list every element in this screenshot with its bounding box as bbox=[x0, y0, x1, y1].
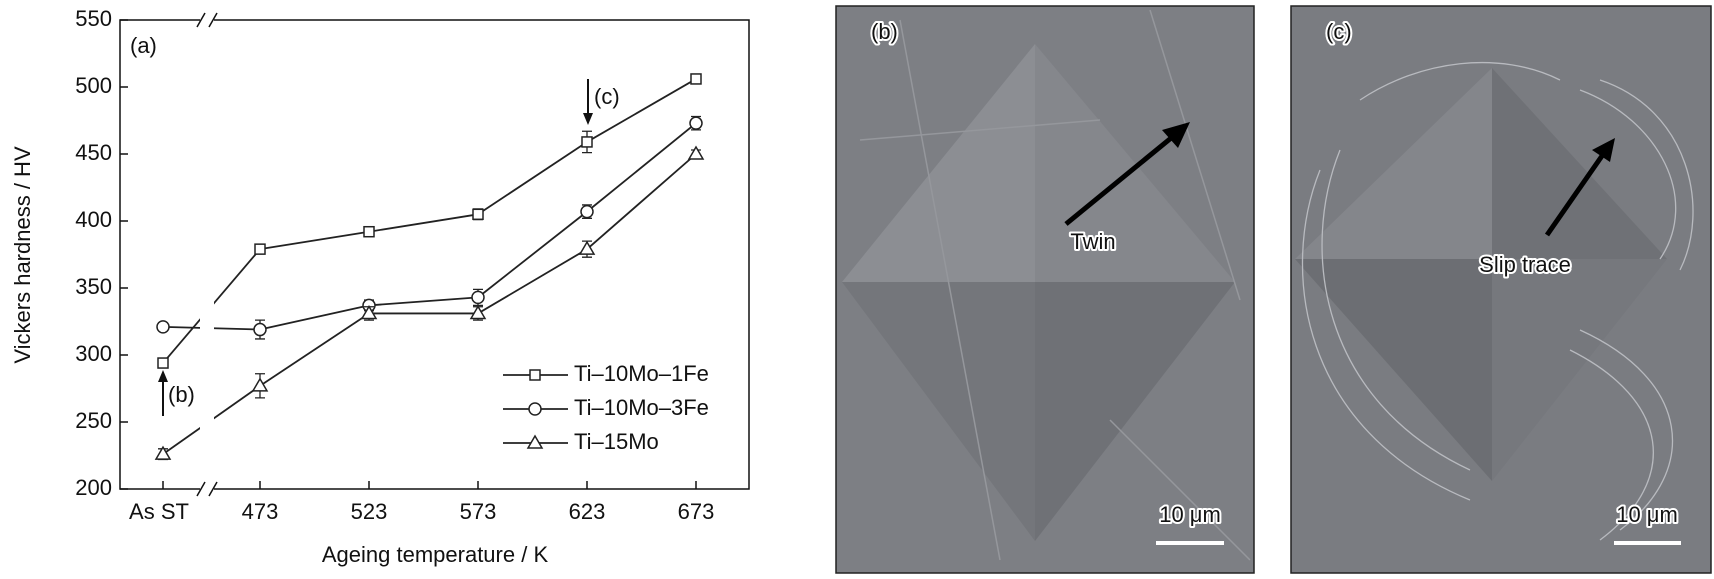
y-tick-label: 450 bbox=[75, 140, 112, 165]
y-tick-label: 550 bbox=[75, 6, 112, 31]
marker bbox=[360, 304, 378, 320]
line-segment bbox=[477, 248, 588, 315]
x-tick-label: 523 bbox=[351, 499, 388, 524]
legend-label: Ti–10Mo–3Fe bbox=[574, 395, 709, 420]
line-segment bbox=[477, 210, 588, 299]
marker bbox=[580, 204, 594, 219]
y-tick-label: 500 bbox=[75, 73, 112, 98]
marker bbox=[363, 225, 375, 238]
marker bbox=[581, 136, 593, 148]
annotation: (c) bbox=[594, 84, 620, 109]
y-axis-label: Vickers hardness / HV bbox=[10, 146, 35, 364]
marker bbox=[526, 434, 544, 449]
marker bbox=[469, 304, 487, 320]
plot: 200 250 300 350 400 450 500 550 As ST 473 523 573 62… bbox=[75, 6, 750, 524]
line-segment bbox=[586, 78, 697, 143]
line-segment bbox=[586, 153, 697, 250]
marker bbox=[687, 145, 705, 160]
micrograph-b bbox=[835, 5, 1255, 574]
y-tick-label: 250 bbox=[75, 408, 112, 433]
plot-frame bbox=[119, 19, 750, 490]
marker bbox=[689, 116, 703, 130]
y-tick-label: 400 bbox=[75, 207, 112, 232]
marker bbox=[157, 357, 169, 369]
line-segment bbox=[368, 213, 479, 233]
scale-bar-label: 10 μm bbox=[1159, 502, 1221, 527]
panel-label: (b) bbox=[871, 19, 898, 44]
annotation: (a) bbox=[130, 33, 157, 58]
legend-label: Ti–10Mo–1Fe bbox=[574, 361, 709, 386]
panel-annotation: Slip trace bbox=[1479, 252, 1571, 277]
marker bbox=[578, 240, 596, 255]
line-segment bbox=[259, 312, 370, 387]
line-segment bbox=[259, 304, 370, 331]
y-tick-label: 300 bbox=[75, 341, 112, 366]
marker bbox=[253, 322, 267, 337]
line-segment bbox=[368, 296, 479, 307]
marker bbox=[254, 243, 266, 255]
annotation-arrow bbox=[158, 79, 593, 416]
marker bbox=[471, 290, 485, 305]
marker bbox=[529, 369, 541, 381]
marker bbox=[472, 208, 484, 221]
marker bbox=[690, 73, 702, 85]
break-mark bbox=[208, 481, 218, 497]
x-tick-label: 573 bbox=[460, 499, 497, 524]
micrograph-c bbox=[1290, 5, 1712, 574]
line-segment bbox=[259, 230, 370, 251]
legend-label: Ti–15Mo bbox=[574, 429, 659, 454]
y-tick-label: 200 bbox=[75, 475, 112, 500]
break-mark bbox=[196, 12, 206, 28]
marker bbox=[251, 377, 269, 392]
line-segment bbox=[586, 122, 697, 213]
marker bbox=[156, 320, 170, 334]
panel-label: (c) bbox=[1326, 19, 1352, 44]
panel-annotation: Twin bbox=[1070, 229, 1115, 254]
marker bbox=[154, 445, 172, 460]
scale-bar-label: 10 μm bbox=[1616, 502, 1678, 527]
x-axis-label: Ageing temperature / K bbox=[322, 542, 549, 567]
x-tick-label: 473 bbox=[242, 499, 279, 524]
annotation: (b) bbox=[168, 382, 195, 407]
y-tick-label: 350 bbox=[75, 274, 112, 299]
x-tick-label: 673 bbox=[678, 499, 715, 524]
axis-break bbox=[200, 14, 214, 495]
break-mark bbox=[208, 12, 218, 28]
line-segment bbox=[477, 141, 588, 216]
break-mark bbox=[196, 481, 206, 497]
marker bbox=[528, 402, 542, 416]
x-tick-label: As ST bbox=[129, 499, 189, 524]
x-tick-label: 623 bbox=[569, 499, 606, 524]
